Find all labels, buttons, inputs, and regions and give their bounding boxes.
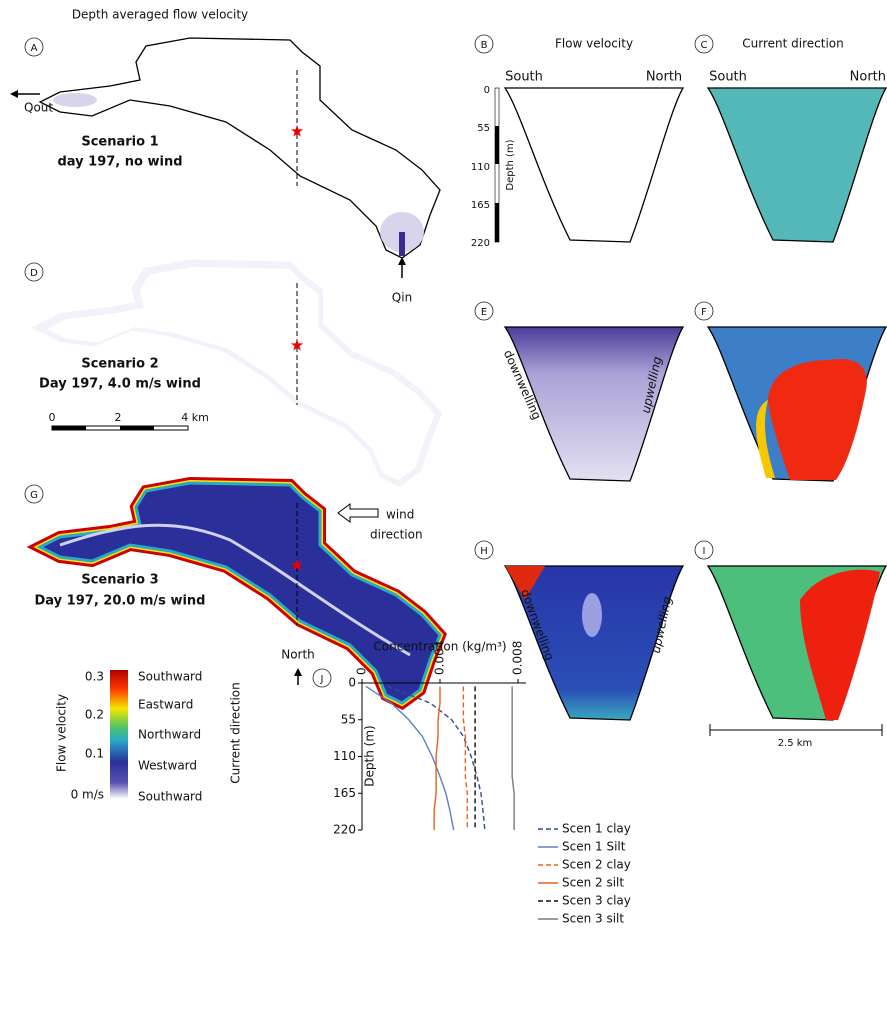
side-label: South: [709, 70, 747, 85]
direction-label: Westward: [138, 759, 197, 773]
section-f: [707, 326, 887, 482]
depth-tick: 110: [471, 162, 490, 173]
panel-title: Flow velocity: [555, 37, 633, 51]
x-tick-label: 0.008: [511, 641, 525, 675]
scale-label: 2: [115, 411, 122, 424]
panel-letter: E: [481, 307, 487, 318]
panel-letter: I: [703, 546, 706, 557]
map-3: ★: [40, 483, 440, 703]
panel-letter: G: [30, 490, 38, 501]
legend-label: Scen 3 silt: [562, 912, 624, 926]
series-line: [365, 685, 455, 831]
colorbar-tick: 0.2: [85, 708, 104, 722]
wind-label: wind: [386, 508, 414, 522]
direction-title: Current direction: [229, 682, 243, 783]
chart-title: Concentration (kg/m³): [373, 640, 506, 654]
x-tick-label: 0.004: [433, 641, 447, 675]
direction-label: Southward: [138, 790, 202, 804]
panel-letter: H: [480, 546, 488, 557]
depth-tick: 0: [484, 85, 490, 96]
section-h: [504, 565, 684, 721]
y-axis-label: Depth (m): [363, 725, 377, 786]
depth-bar: [494, 87, 500, 243]
map-1: ★: [10, 37, 441, 278]
panel-letter: B: [481, 40, 488, 51]
x-tick-label: 0: [355, 667, 369, 675]
scale-bar: [51, 425, 189, 431]
panel-letter: D: [30, 268, 38, 279]
map-2: ★: [40, 263, 440, 483]
depth-label: Depth (m): [505, 139, 516, 190]
legend-label: Scen 3 clay: [562, 894, 631, 908]
colorbar-tick: 0.3: [85, 670, 104, 684]
legend-label: Scen 1 Silt: [562, 840, 626, 854]
svg-text:★: ★: [290, 556, 304, 575]
legend-label: Scen 1 clay: [562, 822, 631, 836]
side-label: North: [850, 70, 886, 85]
outflow: Qout: [24, 101, 53, 115]
north-label: North: [281, 648, 315, 662]
wind-label: direction: [370, 528, 423, 542]
section-c: [707, 87, 887, 243]
legend-label: Scen 2 clay: [562, 858, 631, 872]
series-line: [387, 685, 486, 831]
series-line: [511, 686, 515, 830]
caption: Day 197, 20.0 m/s wind: [35, 594, 206, 609]
section-b: [504, 87, 684, 243]
y-tick-label: 220: [333, 823, 356, 837]
colorbar-tick: 0.1: [85, 747, 104, 761]
colorbar-title: Flow velocity: [55, 694, 69, 772]
depth-tick: 220: [471, 238, 490, 249]
figure-title: Depth averaged flow velocity: [72, 8, 248, 22]
wind-arrow: [337, 503, 379, 523]
colorbar: [110, 670, 128, 798]
colorbar-tick: 0 m/s: [71, 788, 104, 802]
side-label: South: [505, 70, 543, 85]
y-tick-label: 55: [341, 712, 356, 726]
depth-tick: 165: [471, 200, 490, 211]
panel-letter: A: [31, 43, 38, 54]
section-i: [707, 565, 887, 721]
svg-text:★: ★: [290, 336, 304, 355]
panel-letter: F: [701, 307, 707, 318]
y-tick-label: 0: [348, 676, 356, 690]
caption: day 197, no wind: [57, 155, 182, 170]
side-label: North: [646, 70, 682, 85]
series-line: [462, 686, 468, 830]
inflow: Qin: [392, 291, 412, 305]
series-line: [433, 686, 441, 830]
scale-label: 2.5 km: [778, 738, 813, 749]
depth-tick: 55: [477, 123, 490, 134]
scenario: Scenario 3: [81, 573, 158, 588]
y-tick-label: 165: [333, 786, 356, 800]
direction-label: Southward: [138, 670, 202, 684]
section-scale: [709, 724, 883, 736]
panel-letter: J: [320, 674, 324, 685]
scenario: Scenario 1: [81, 135, 158, 150]
panel-letters: [24, 34, 714, 688]
direction-label: Northward: [138, 728, 201, 742]
scale-label: 0: [49, 411, 56, 424]
panel-title: Current direction: [742, 37, 843, 51]
legend-label: Scen 2 silt: [562, 876, 624, 890]
direction-label: Eastward: [138, 698, 193, 712]
panel-letter: C: [701, 40, 708, 51]
svg-text:★: ★: [290, 122, 304, 141]
scale-label: 4 km: [181, 411, 209, 424]
y-tick-label: 110: [333, 749, 356, 763]
scenario: Scenario 2: [81, 357, 158, 372]
caption: Day 197, 4.0 m/s wind: [39, 377, 201, 392]
